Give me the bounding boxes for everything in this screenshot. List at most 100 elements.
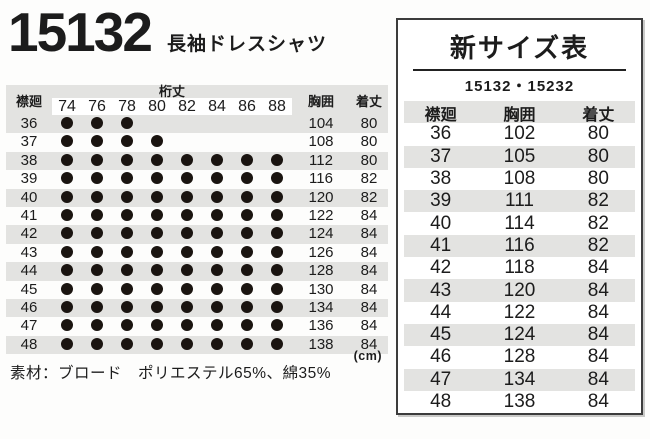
chest-cell: 124 (308, 225, 334, 243)
length-cell: 84 (587, 368, 609, 390)
sleeve-availability-cell (112, 152, 142, 170)
collar-size-cell: 41 (20, 206, 38, 224)
length-cell: 84 (360, 280, 378, 298)
length-cell: 84 (360, 335, 378, 353)
sleeve-length-label: 74 (52, 98, 82, 115)
cm-unit-note: (cm) (353, 349, 382, 363)
availability-dot-icon (61, 300, 73, 313)
collar-size-cell: 38 (430, 168, 452, 190)
availability-dot-icon (121, 264, 133, 277)
availability-dot-icon (181, 153, 193, 166)
availability-dot-icon (121, 337, 133, 350)
product-title-block: 15132 長袖ドレスシャツ (8, 5, 327, 60)
sleeve-availability-cell (52, 317, 82, 335)
sleeve-availability-cell (142, 244, 172, 262)
availability-dot-icon (91, 264, 103, 277)
chest-cell: 108 (308, 133, 334, 151)
sleeve-availability-cell (142, 317, 172, 335)
sleeve-availability-cell (52, 281, 82, 299)
matrix-row: 36 104 80 (6, 115, 388, 134)
new-size-row: 47 134 84 (404, 368, 635, 391)
availability-dot-icon (181, 264, 193, 277)
availability-dot-icon (181, 227, 193, 240)
availability-dot-icon (91, 172, 103, 185)
availability-dot-icon (91, 135, 103, 148)
sleeve-availability-cell (52, 262, 82, 280)
sleeve-availability-cell (82, 299, 112, 317)
collar-size-cell: 42 (430, 257, 452, 279)
sleeve-availability-cell (142, 207, 172, 225)
availability-dot-icon (121, 208, 133, 221)
length-cell: 80 (360, 115, 378, 132)
collar-size-cell: 42 (20, 225, 38, 243)
sleeve-availability-cell (232, 189, 262, 207)
availability-dot-icon (61, 190, 73, 203)
availability-dot-icon (91, 208, 103, 221)
sleeve-availability-cell (232, 336, 262, 354)
sleeve-availability-cell (82, 244, 112, 262)
length-cell: 84 (587, 324, 609, 346)
availability-dot-icon (121, 227, 133, 240)
length-cell: 84 (587, 257, 609, 279)
length-header: 着丈 (355, 93, 382, 109)
length-cell: 84 (587, 279, 609, 301)
chest-cell: 116 (504, 234, 535, 256)
sleeve-availability-cell (202, 244, 232, 262)
availability-dot-icon (271, 245, 283, 258)
length-cell: 84 (360, 206, 378, 224)
sleeve-availability-cell (172, 281, 202, 299)
availability-dot-icon (121, 245, 133, 258)
collar-size-cell: 39 (20, 170, 38, 188)
new-size-row: 42 118 84 (404, 257, 635, 279)
new-size-header-row: 襟廻 胸囲 着丈 (404, 101, 635, 124)
availability-dot-icon (121, 300, 133, 313)
availability-dot-icon (211, 208, 223, 221)
collar-size-cell: 41 (430, 234, 452, 256)
collar-size-cell: 46 (20, 298, 38, 316)
sleeve-availability-cell (82, 281, 112, 299)
availability-dot-icon (61, 208, 73, 221)
collar-size-cell: 36 (430, 123, 452, 145)
material-note: 素材：ブロード ポリエステル65%、綿35% (10, 365, 332, 382)
availability-dot-icon (91, 282, 103, 295)
sleeve-availability-cell (202, 189, 232, 207)
new-size-panel: 新サイズ表 15132・15232 襟廻 胸囲 着丈 36 102 80 37 105 80 3… (396, 18, 643, 415)
sleeve-availability-cell (232, 299, 262, 317)
new-size-row: 46 128 84 (404, 346, 635, 368)
sleeve-availability-cell (262, 317, 292, 335)
chest-cell: 111 (505, 190, 534, 212)
chest-cell: 130 (308, 280, 334, 298)
sleeve-availability-cell (112, 225, 142, 243)
sleeve-availability-cell (112, 262, 142, 280)
chest-cell: 112 (309, 151, 333, 169)
collar-size-cell: 39 (430, 190, 452, 212)
chest-cell: 102 (503, 123, 536, 145)
sleeve-availability-cell (262, 207, 292, 225)
collar-size-cell: 40 (20, 188, 38, 206)
new-size-body: 36 102 80 37 105 80 38 108 80 39 111 82 40 114 82 41 116… (404, 123, 635, 413)
matrix-row: 47 136 84 (6, 317, 388, 335)
sleeve-availability-cell (142, 336, 172, 354)
length-cell: 82 (360, 188, 378, 206)
chest-cell: 138 (308, 335, 334, 353)
availability-dot-icon (211, 190, 223, 203)
chest-cell: 122 (503, 301, 536, 323)
sleeve-availability-cell (82, 336, 112, 354)
chest-cell: 108 (503, 168, 536, 190)
availability-dot-icon (181, 245, 193, 258)
length-cell: 84 (360, 317, 378, 335)
availability-dot-icon (241, 245, 253, 258)
collar-size-cell: 44 (430, 301, 452, 323)
new-size-row: 37 105 80 (404, 145, 635, 168)
availability-dot-icon (211, 282, 223, 295)
sleeve-availability-cell (202, 336, 232, 354)
availability-dot-icon (91, 319, 103, 332)
sleeve-availability-cell (172, 189, 202, 207)
matrix-row: 46 134 84 (6, 298, 388, 318)
sleeve-availability-cell (142, 225, 172, 243)
matrix-header: 襟廻 桁丈 74 76 78 80 82 84 86 88 胸囲 着丈 (6, 85, 388, 115)
collar-size-cell: 48 (20, 335, 38, 353)
length-cell: 82 (360, 170, 378, 188)
chest-cell: 120 (503, 279, 536, 301)
length-cell: 84 (360, 262, 378, 280)
